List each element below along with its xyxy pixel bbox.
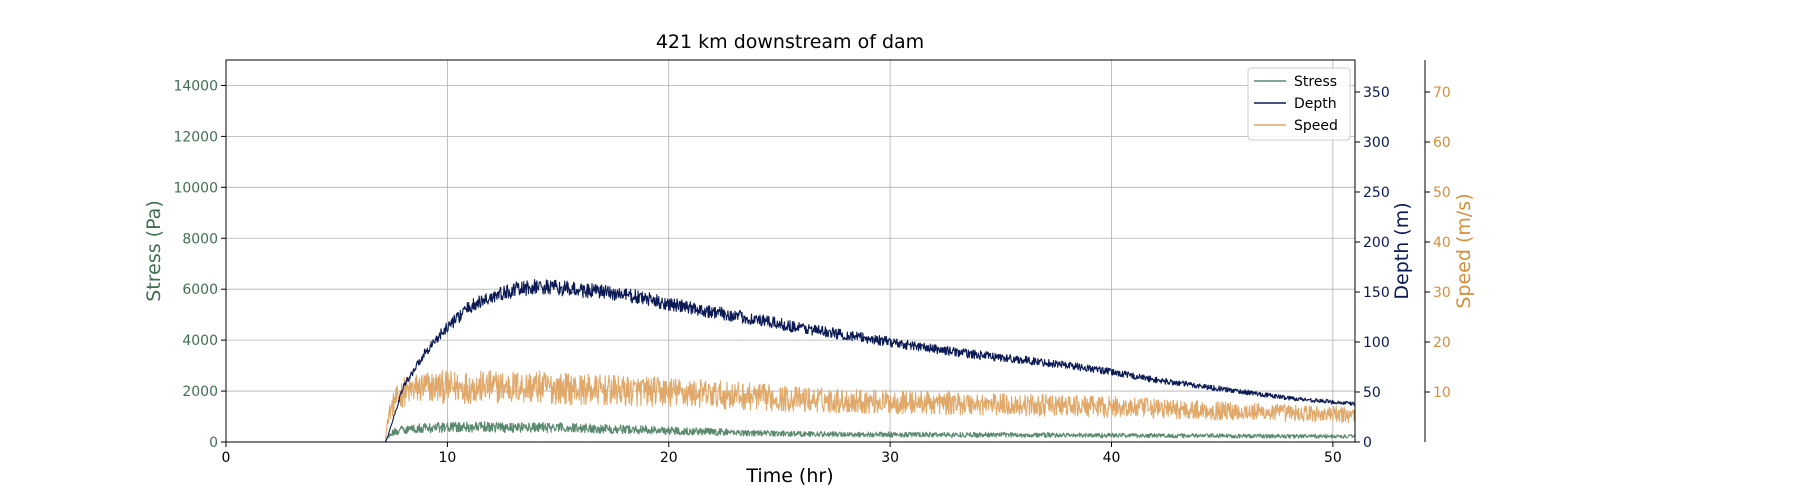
stress-tick-label: 12000 <box>173 129 218 145</box>
speed-axis-title: Speed (m/s) <box>1453 193 1475 308</box>
speed-tick-label: 10 <box>1433 385 1451 401</box>
stress-tick-label: 0 <box>209 435 218 451</box>
speed-tick-label: 60 <box>1433 135 1451 151</box>
x-tick-label: 20 <box>660 450 678 466</box>
x-tick-label: 10 <box>438 450 456 466</box>
depth-tick-label: 200 <box>1363 235 1390 251</box>
depth-tick-label: 300 <box>1363 135 1390 151</box>
speed-tick-label: 40 <box>1433 235 1451 251</box>
x-tick-label: 30 <box>881 450 899 466</box>
stress-tick-label: 10000 <box>173 180 218 196</box>
chart-title: 421 km downstream of dam <box>656 31 924 53</box>
legend-label-stress: Stress <box>1294 74 1337 90</box>
legend-box <box>1247 67 1351 141</box>
depth-tick-label: 350 <box>1363 85 1390 101</box>
depth-axis-title: Depth (m) <box>1391 202 1413 299</box>
speed-tick-label: 20 <box>1433 335 1451 351</box>
legend-label-depth: Depth <box>1294 96 1337 112</box>
stress-axis-title: Stress (Pa) <box>143 200 165 302</box>
plot-frame <box>225 59 1356 443</box>
stress-tick-label: 8000 <box>182 231 218 247</box>
depth-tick-label: 100 <box>1363 335 1390 351</box>
depth-tick-label: 50 <box>1363 385 1381 401</box>
legend-label-speed: Speed <box>1294 118 1338 134</box>
x-tick-label: 50 <box>1324 450 1342 466</box>
speed-tick-label: 70 <box>1433 85 1451 101</box>
stress-tick-label: 14000 <box>173 78 218 94</box>
depth-tick-label: 0 <box>1363 435 1372 451</box>
stress-tick-label: 6000 <box>182 282 218 298</box>
x-tick-label: 0 <box>222 450 231 466</box>
depth-tick-label: 250 <box>1363 185 1390 201</box>
axes: 0 10 20 30 40 5002000400060008000100001200014… <box>143 59 1475 466</box>
stress-tick-label: 4000 <box>182 333 218 349</box>
speed-tick-label: 50 <box>1433 185 1451 201</box>
legend: Stress Depth Speed <box>1247 67 1351 141</box>
speed-tick-label: 30 <box>1433 285 1451 301</box>
series-line-speed <box>225 369 1356 443</box>
x-axis-title: Time (hr) <box>745 465 833 487</box>
series-line-stress <box>225 421 1356 443</box>
series-line-depth <box>225 279 1356 443</box>
x-tick-label: 40 <box>1103 450 1121 466</box>
series-lines <box>225 279 1356 443</box>
stress-tick-label: 2000 <box>182 384 218 400</box>
depth-tick-label: 150 <box>1363 285 1390 301</box>
